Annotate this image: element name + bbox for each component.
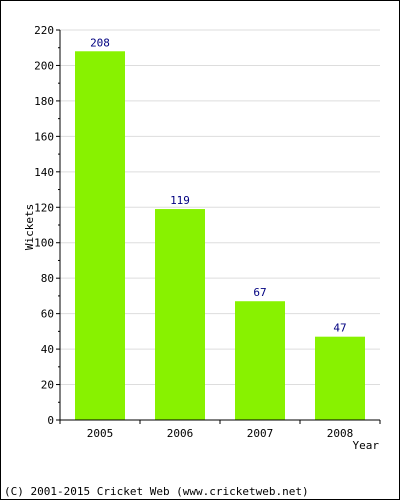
y-tick-label: 80 <box>41 272 54 285</box>
bar-2005 <box>75 51 125 420</box>
y-tick-label: 120 <box>34 201 54 214</box>
y-axis-ticks: 0 20 40 60 80 100 120 140 160 180 200 220 <box>34 24 60 427</box>
y-axis-title: Wickets <box>23 204 36 250</box>
data-labels: 208 119 67 47 <box>90 36 347 334</box>
x-axis-ticks: 2005 2006 2007 2008 <box>59 420 381 440</box>
data-label-2005: 208 <box>90 36 110 49</box>
y-tick-label: 220 <box>34 24 54 37</box>
y-tick-label: 20 <box>41 379 54 392</box>
data-label-2006: 119 <box>170 194 190 207</box>
x-tick-label: 2007 <box>247 427 274 440</box>
x-tick-label: 2006 <box>167 427 194 440</box>
y-tick-label: 60 <box>41 308 54 321</box>
bar-2007 <box>235 301 285 420</box>
data-label-2007: 67 <box>253 286 266 299</box>
bar-2006 <box>155 209 205 420</box>
y-tick-label: 180 <box>34 95 54 108</box>
y-tick-label: 200 <box>34 59 54 72</box>
bar-2008 <box>315 336 365 420</box>
copyright-footer: (C) 2001-2015 Cricket Web (www.cricketwe… <box>4 485 309 498</box>
y-tick-label: 40 <box>41 343 54 356</box>
x-axis-title: Year <box>353 439 380 452</box>
y-tick-label: 100 <box>34 237 54 250</box>
x-tick-label: 2005 <box>87 427 114 440</box>
y-tick-label: 0 <box>47 414 54 427</box>
y-tick-label: 160 <box>34 130 54 143</box>
data-label-2008: 47 <box>333 322 346 335</box>
x-tick-label: 2008 <box>327 427 354 440</box>
y-tick-label: 140 <box>34 166 54 179</box>
bars <box>75 51 365 420</box>
